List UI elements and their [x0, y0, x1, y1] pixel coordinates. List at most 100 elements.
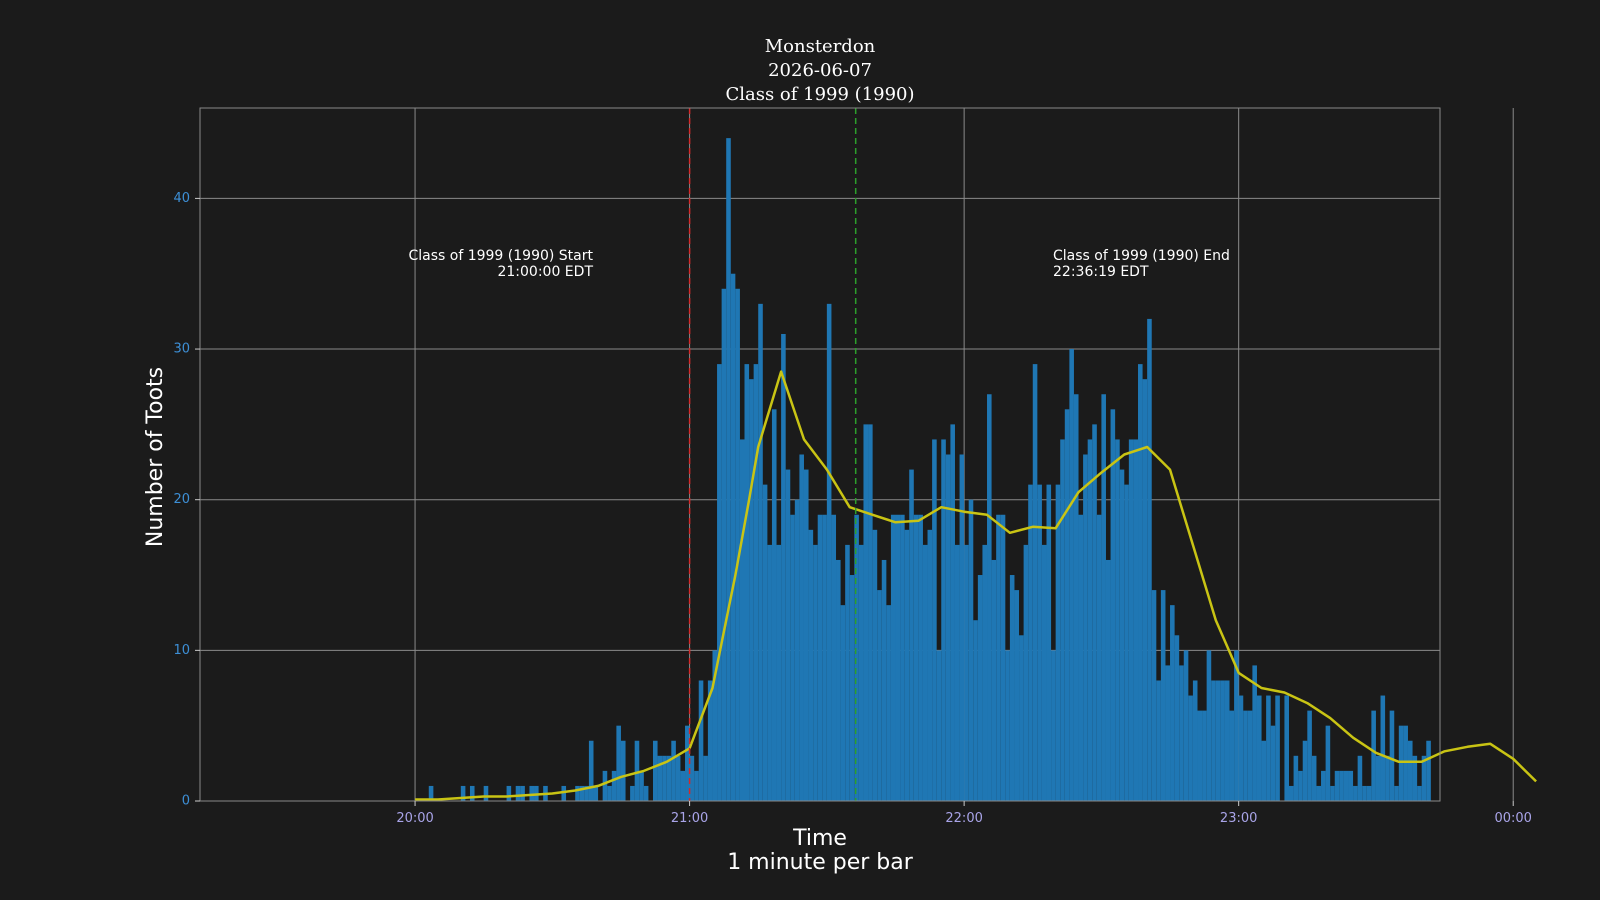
bar — [854, 514, 859, 801]
bar — [1211, 680, 1216, 801]
bar — [1138, 364, 1143, 801]
bar — [1229, 710, 1235, 801]
bar — [1000, 514, 1006, 801]
bar — [1289, 785, 1294, 801]
x-tick-label: 00:00 — [1494, 811, 1531, 826]
bar — [836, 559, 841, 801]
bar — [1019, 635, 1024, 801]
bar — [630, 785, 635, 801]
bar — [1275, 695, 1280, 801]
bar — [831, 514, 837, 801]
x-tick-label: 22:00 — [945, 811, 982, 826]
bar — [1005, 650, 1010, 801]
bar — [932, 439, 937, 801]
bar — [1417, 785, 1422, 801]
bar — [1051, 650, 1056, 801]
bar — [1302, 740, 1308, 801]
bar — [877, 590, 882, 801]
bar — [982, 544, 988, 801]
bar — [1170, 605, 1175, 801]
bar — [1092, 424, 1097, 801]
bar — [1238, 695, 1244, 801]
bar — [1037, 484, 1042, 801]
bar — [1256, 695, 1262, 801]
bar — [1307, 710, 1312, 801]
bar — [813, 544, 818, 801]
bar — [593, 785, 599, 801]
bar — [1407, 740, 1413, 801]
y-axis-ticks: 0 10 20 30 40 — [173, 191, 200, 809]
bar — [726, 138, 731, 801]
bar — [840, 605, 846, 801]
bar — [588, 740, 594, 801]
bar — [858, 544, 864, 801]
y-tick-label: 40 — [173, 191, 190, 206]
bar — [1014, 590, 1020, 801]
bar — [753, 364, 759, 801]
bar — [1421, 755, 1427, 801]
bar — [1064, 409, 1070, 801]
bar — [1220, 680, 1225, 801]
bar — [1165, 665, 1171, 801]
bar — [849, 575, 855, 801]
bar — [1128, 439, 1134, 801]
bar — [529, 785, 535, 801]
bar — [900, 514, 905, 801]
bar — [1147, 318, 1152, 801]
bar — [1261, 740, 1267, 801]
bar — [607, 785, 612, 801]
bar — [1247, 710, 1253, 801]
chart-title-line2: 2026-06-07 — [768, 60, 872, 81]
end-annotation-line2: 22:36:19 EDT — [1053, 264, 1149, 280]
bar — [744, 364, 750, 801]
bar — [579, 785, 585, 801]
bar — [845, 544, 850, 801]
bar — [506, 785, 512, 801]
bar — [964, 544, 969, 801]
bar — [520, 785, 525, 801]
bar — [1192, 680, 1198, 801]
bar — [781, 333, 786, 801]
x-tick-label: 21:00 — [671, 811, 708, 826]
bar — [1375, 755, 1381, 801]
bar — [483, 785, 489, 801]
bar — [1371, 710, 1376, 801]
bar — [1380, 695, 1386, 801]
bar — [1293, 755, 1299, 801]
bar — [1311, 755, 1317, 801]
bar — [1412, 755, 1418, 801]
bar — [1055, 484, 1061, 801]
bar — [1298, 770, 1303, 801]
bar — [954, 544, 960, 801]
bar — [712, 650, 718, 801]
bar — [657, 755, 663, 801]
bar — [602, 770, 608, 801]
bar — [987, 394, 992, 801]
bar — [1234, 650, 1239, 801]
bar — [1206, 650, 1212, 801]
bars — [428, 138, 1431, 802]
bar — [977, 575, 983, 801]
bar — [1023, 544, 1029, 801]
bar — [909, 469, 914, 801]
event-lines — [688, 108, 857, 801]
bar — [950, 424, 955, 801]
bar — [1334, 770, 1340, 801]
bar — [1243, 710, 1248, 801]
bar — [1394, 785, 1399, 801]
bar — [1224, 680, 1230, 801]
bar — [890, 514, 896, 801]
x-axis-sublabel: 1 minute per bar — [727, 850, 914, 875]
bar — [685, 725, 690, 801]
x-axis-ticks: 20:00 21:00 22:00 23:00 00:00 — [396, 801, 1532, 826]
y-tick-label: 30 — [173, 342, 190, 357]
bar — [895, 514, 901, 801]
start-annotation-line2: 21:00:00 EDT — [497, 264, 593, 280]
bar — [808, 529, 814, 801]
bar — [1183, 650, 1189, 801]
bar — [1179, 665, 1184, 801]
bar — [698, 680, 704, 801]
bar — [639, 770, 644, 801]
bar — [1252, 665, 1257, 801]
y-tick-label: 10 — [173, 643, 190, 658]
